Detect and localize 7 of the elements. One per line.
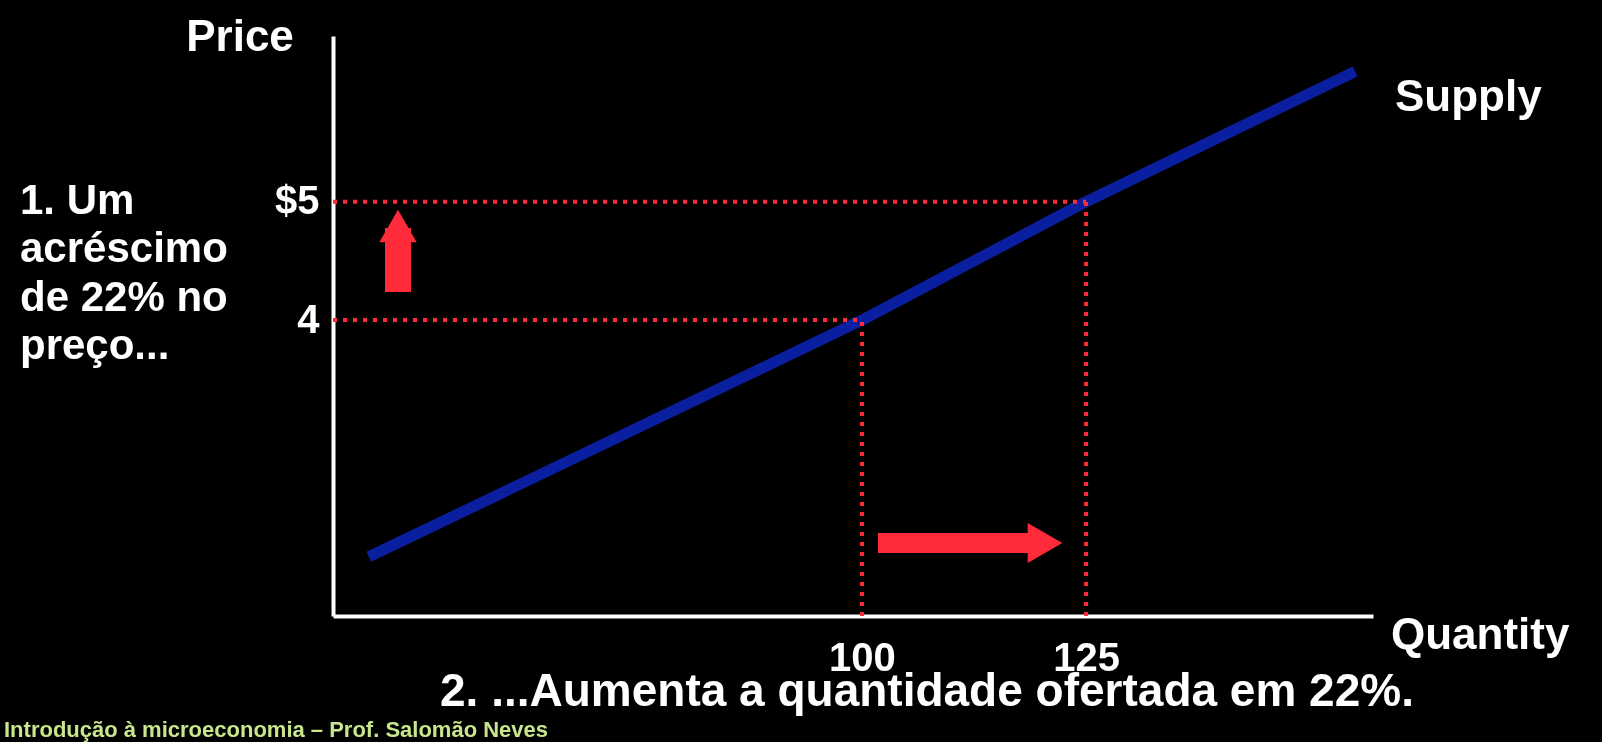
y-tick-label: $5: [275, 178, 320, 223]
y-axis-title: Price: [186, 11, 294, 60]
text: 1. Um acréscimo de 22% no preço...: [20, 176, 228, 368]
series-label: Supply: [1395, 71, 1543, 120]
y-tick-label: 4: [297, 296, 321, 341]
text: Introdução à microeconomia – Prof. Salomão Neves: [4, 717, 549, 742]
x-axis-title: Quantity: [1391, 609, 1570, 658]
